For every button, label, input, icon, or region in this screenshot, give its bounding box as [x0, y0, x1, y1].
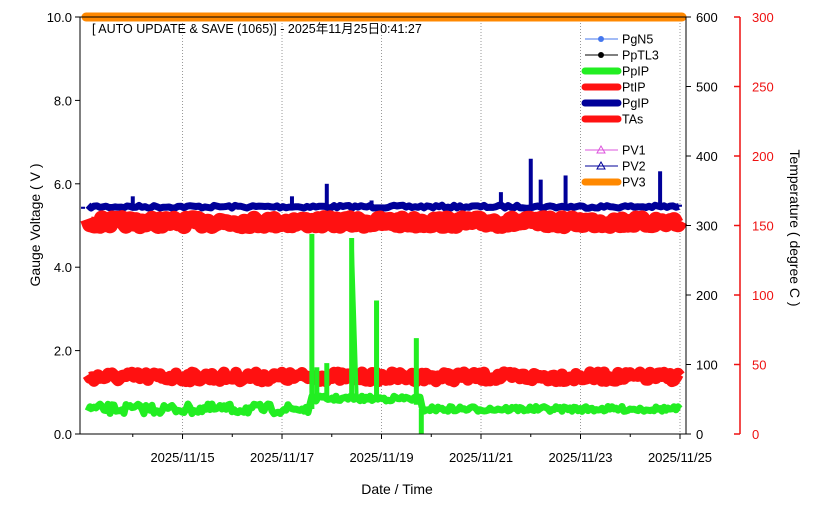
y-axis-label-right: Temperature ( degree C ) — [787, 149, 803, 306]
series-PpIP-spike — [349, 237, 359, 397]
legend-label-TAs: TAs — [622, 113, 643, 127]
series-PpIP-line — [84, 392, 683, 418]
x-tick-label: 2025/11/19 — [349, 450, 413, 465]
legend-marker-PgN5 — [598, 36, 604, 42]
y-right-outer-tick-label: 0 — [752, 427, 759, 442]
x-tick-label: 2025/11/21 — [449, 450, 513, 465]
legend-marker-PpTL3 — [598, 52, 604, 58]
legend-label-PpIP: PpIP — [622, 65, 649, 79]
y-axis-label-left: Gauge Voltage ( V ) — [27, 164, 43, 287]
grid — [182, 17, 681, 434]
y-right-outer-tick-label: 300 — [752, 10, 774, 25]
y-right-inner-tick-label: 0 — [696, 427, 703, 442]
series-PtIP-line — [80, 210, 688, 235]
y-right-inner-tick-label: 100 — [696, 358, 718, 373]
y-left-tick-label: 4.0 — [54, 260, 72, 275]
legend-label-PgIP: PgIP — [622, 97, 649, 111]
axis-left: 0.0 2.0 4.0 6.0 8.0 10.0 — [47, 10, 80, 442]
x-axis-label: Date / Time — [361, 481, 433, 497]
axis-right-outer: 0 50 100 150 200 250 300 — [734, 10, 774, 442]
x-tick-label: 2025/11/23 — [548, 450, 612, 465]
x-tick-label: 2025/11/25 — [648, 450, 712, 465]
legend-marker-PV1 — [596, 144, 606, 154]
legend-label-PV3: PV3 — [622, 176, 646, 190]
y-right-outer-tick-label: 250 — [752, 80, 774, 95]
y-right-outer-tick-label: 100 — [752, 288, 774, 303]
axis-bottom: 2025/11/15 2025/11/17 2025/11/19 2025/11/21… — [132, 434, 712, 465]
y-left-tick-label: 0.0 — [54, 427, 72, 442]
series-TAs-line — [82, 366, 685, 388]
x-tick-label: 2025/11/15 — [150, 450, 214, 465]
legend-label-PV2: PV2 — [622, 160, 646, 174]
x-tick-label: 2025/11/17 — [250, 450, 314, 465]
series-PgIP-line — [85, 201, 680, 212]
legend-label-PtIP: PtIP — [622, 81, 646, 95]
y-left-tick-label: 6.0 — [54, 177, 72, 192]
y-right-outer-tick-label: 50 — [752, 358, 766, 373]
plot-series — [80, 12, 688, 434]
legend-label-PgN5: PgN5 — [622, 33, 653, 47]
legend: PgN5 PpTL3 PpIP PtIP PgIP TAs PV1 PV2 PV3 — [581, 33, 659, 190]
y-right-inner-tick-label: 200 — [696, 288, 718, 303]
y-right-inner-tick-label: 600 — [696, 10, 718, 25]
y-left-tick-label: 8.0 — [54, 93, 72, 108]
y-right-inner-tick-label: 400 — [696, 149, 718, 164]
y-right-inner-tick-label: 300 — [696, 219, 718, 234]
chart-title: [ AUTO UPDATE & SAVE (1065)] - 2025年11月2… — [92, 22, 422, 36]
legend-label-PV1: PV1 — [622, 144, 646, 158]
y-left-tick-label: 2.0 — [54, 344, 72, 359]
legend-marker-PV2 — [596, 160, 606, 170]
legend-label-PpTL3: PpTL3 — [622, 49, 659, 63]
axis-right-inner: 0 100 200 300 400 500 600 — [686, 10, 718, 442]
y-right-outer-tick-label: 150 — [752, 219, 774, 234]
y-left-tick-label: 10.0 — [47, 10, 72, 25]
y-right-outer-tick-label: 200 — [752, 149, 774, 164]
y-right-inner-tick-label: 500 — [696, 80, 718, 95]
